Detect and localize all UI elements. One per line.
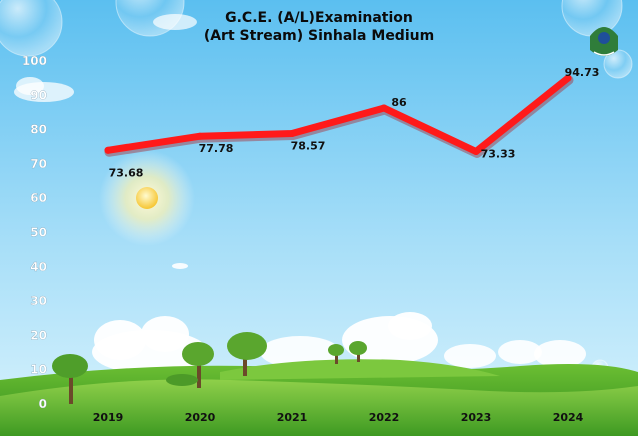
chart-title-line-2: (Art Stream) Sinhala Medium bbox=[203, 28, 435, 44]
x-tick-label: 2023 bbox=[461, 411, 492, 424]
data-point bbox=[104, 146, 112, 154]
y-tick-label: 50 bbox=[30, 226, 47, 240]
y-tick-label: 90 bbox=[30, 88, 47, 102]
y-tick-label: 100 bbox=[22, 54, 47, 68]
data-label: 86 bbox=[391, 96, 407, 109]
series-layer bbox=[104, 74, 574, 158]
y-axis-ticks: 0 10 20 30 40 50 60 70 80 90 100 bbox=[22, 54, 47, 411]
data-label: 78.57 bbox=[291, 140, 326, 153]
y-tick-label: 60 bbox=[30, 191, 47, 205]
data-label: 73.68 bbox=[109, 166, 144, 179]
x-axis-ticks: 2019 2020 2021 2022 2023 2024 bbox=[93, 411, 584, 424]
y-tick-label: 80 bbox=[30, 123, 47, 137]
cloud-decoration bbox=[14, 14, 586, 374]
data-label: 77.78 bbox=[199, 142, 234, 155]
series-line bbox=[104, 74, 572, 155]
x-tick-label: 2022 bbox=[369, 411, 400, 424]
chart-title-line-1: G.C.E. (A/L)Examination bbox=[225, 10, 413, 26]
data-point bbox=[564, 74, 572, 82]
data-point bbox=[196, 132, 204, 140]
x-tick-label: 2020 bbox=[185, 411, 216, 424]
y-tick-label: 70 bbox=[30, 157, 47, 171]
data-point bbox=[472, 147, 480, 155]
data-point bbox=[288, 130, 296, 138]
y-tick-label: 20 bbox=[30, 328, 47, 342]
data-point bbox=[380, 104, 388, 112]
data-label: 73.33 bbox=[481, 147, 516, 160]
sun-decoration bbox=[99, 150, 195, 246]
data-label: 94.73 bbox=[565, 66, 600, 79]
x-tick-label: 2021 bbox=[277, 411, 308, 424]
y-tick-label: 0 bbox=[39, 397, 47, 411]
grass-hills bbox=[0, 359, 638, 436]
y-tick-label: 40 bbox=[30, 260, 47, 274]
data-labels: 73.68 77.78 78.57 86 73.33 94.73 bbox=[109, 66, 600, 179]
x-tick-label: 2019 bbox=[93, 411, 124, 424]
institution-emblem-icon bbox=[590, 27, 618, 56]
y-tick-label: 10 bbox=[30, 363, 47, 377]
y-tick-label: 30 bbox=[30, 294, 47, 308]
x-tick-label: 2024 bbox=[553, 411, 584, 424]
tree-decoration bbox=[52, 332, 367, 404]
